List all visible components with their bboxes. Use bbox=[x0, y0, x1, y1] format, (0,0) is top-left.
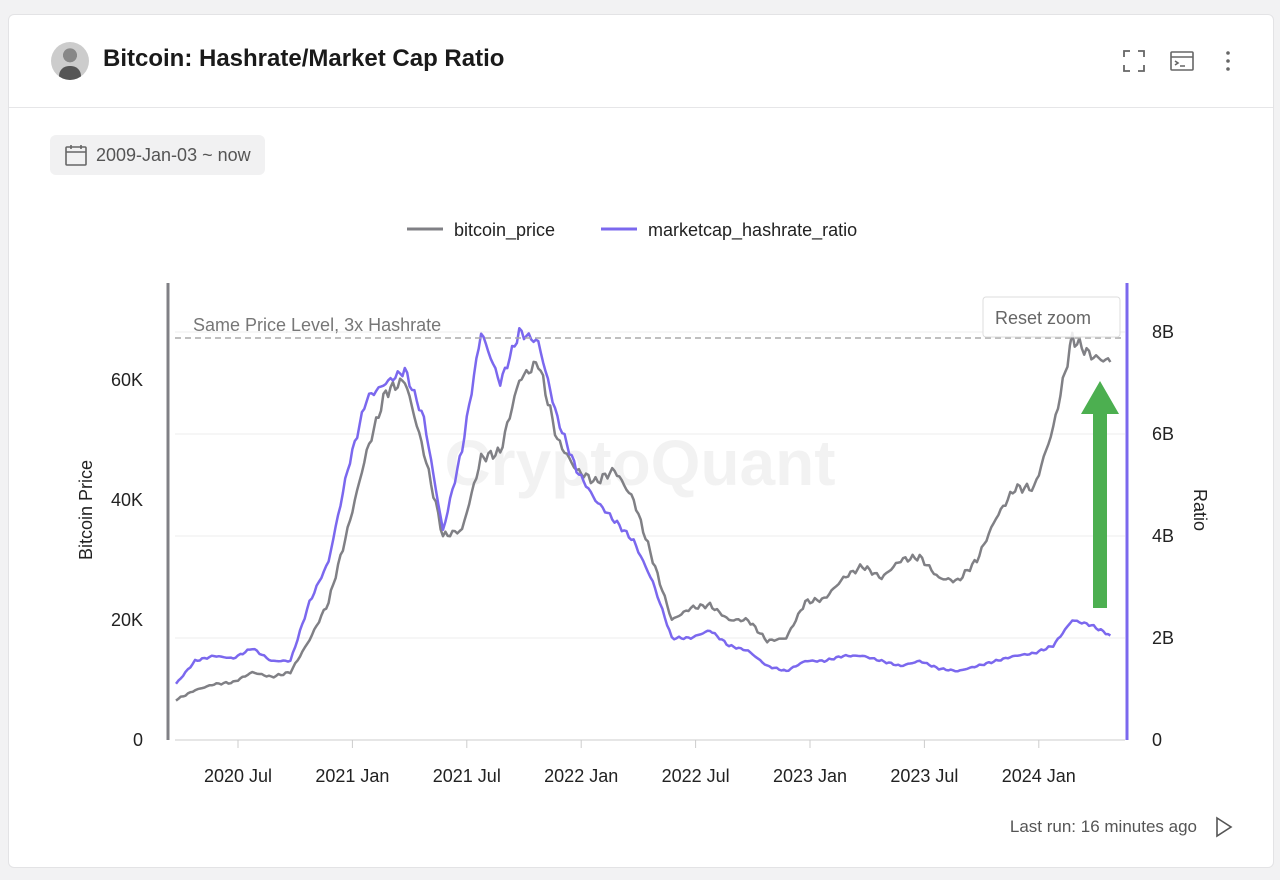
x-tick-label: 2023 Jan bbox=[773, 766, 847, 786]
x-tick-label: 2024 Jan bbox=[1002, 766, 1076, 786]
y-tick-left: 20K bbox=[111, 610, 143, 630]
y-tick-right: 2B bbox=[1152, 628, 1174, 648]
y-tick-left: 40K bbox=[111, 490, 143, 510]
y-tick-right: 0 bbox=[1152, 730, 1162, 750]
legend-bitcoin-price[interactable]: bitcoin_price bbox=[454, 220, 555, 241]
card-header: Bitcoin: Hashrate/Market Cap Ratio bbox=[9, 15, 1273, 108]
more-vertical-icon[interactable] bbox=[1215, 49, 1241, 75]
annotation-arrow bbox=[1081, 381, 1119, 608]
annotation-label: Same Price Level, 3x Hashrate bbox=[193, 315, 441, 335]
date-range-picker[interactable]: 2009-Jan-03 ~ now bbox=[50, 135, 265, 175]
x-tick-label: 2022 Jul bbox=[662, 766, 730, 786]
y-tick-right: 6B bbox=[1152, 424, 1174, 444]
legend[interactable]: bitcoin_price marketcap_hashrate_ratio bbox=[407, 220, 857, 241]
x-tick-label: 2022 Jan bbox=[544, 766, 618, 786]
terminal-icon[interactable] bbox=[1169, 49, 1195, 75]
date-range-label: 2009-Jan-03 ~ now bbox=[96, 144, 251, 165]
series-line-bitcoin_price[interactable] bbox=[175, 331, 1112, 702]
last-run-text: Last run: 16 minutes ago bbox=[1009, 817, 1197, 836]
chart-card: Bitcoin: Hashrate/Market Cap Ratio 2009-… bbox=[8, 14, 1274, 868]
calendar-icon bbox=[65, 145, 87, 166]
y-axis-title-left: Bitcoin Price bbox=[76, 460, 96, 560]
author-avatar[interactable] bbox=[51, 42, 89, 80]
watermark: CryptoQuant bbox=[444, 427, 835, 499]
x-tick-label: 2021 Jan bbox=[315, 766, 389, 786]
legend-ratio[interactable]: marketcap_hashrate_ratio bbox=[648, 220, 857, 241]
y-axis-title-right: Ratio bbox=[1190, 489, 1210, 531]
y-tick-left: 60K bbox=[111, 370, 143, 390]
y-tick-right: 4B bbox=[1152, 526, 1174, 546]
y-tick-right: 8B bbox=[1152, 322, 1174, 342]
run-play-icon[interactable] bbox=[1211, 815, 1235, 844]
x-tick-label: 2021 Jul bbox=[433, 766, 501, 786]
x-tick-label: 2020 Jul bbox=[204, 766, 272, 786]
reset-zoom-button[interactable]: Reset zoom bbox=[982, 296, 1121, 338]
page-title: Bitcoin: Hashrate/Market Cap Ratio bbox=[103, 45, 505, 72]
x-tick-label: 2023 Jul bbox=[890, 766, 958, 786]
series-line-marketcap_hashrate_ratio[interactable] bbox=[175, 326, 1112, 685]
fullscreen-icon[interactable] bbox=[1121, 49, 1147, 75]
reset-zoom-label[interactable]: Reset zoom bbox=[995, 308, 1091, 328]
y-tick-left: 0 bbox=[133, 730, 143, 750]
